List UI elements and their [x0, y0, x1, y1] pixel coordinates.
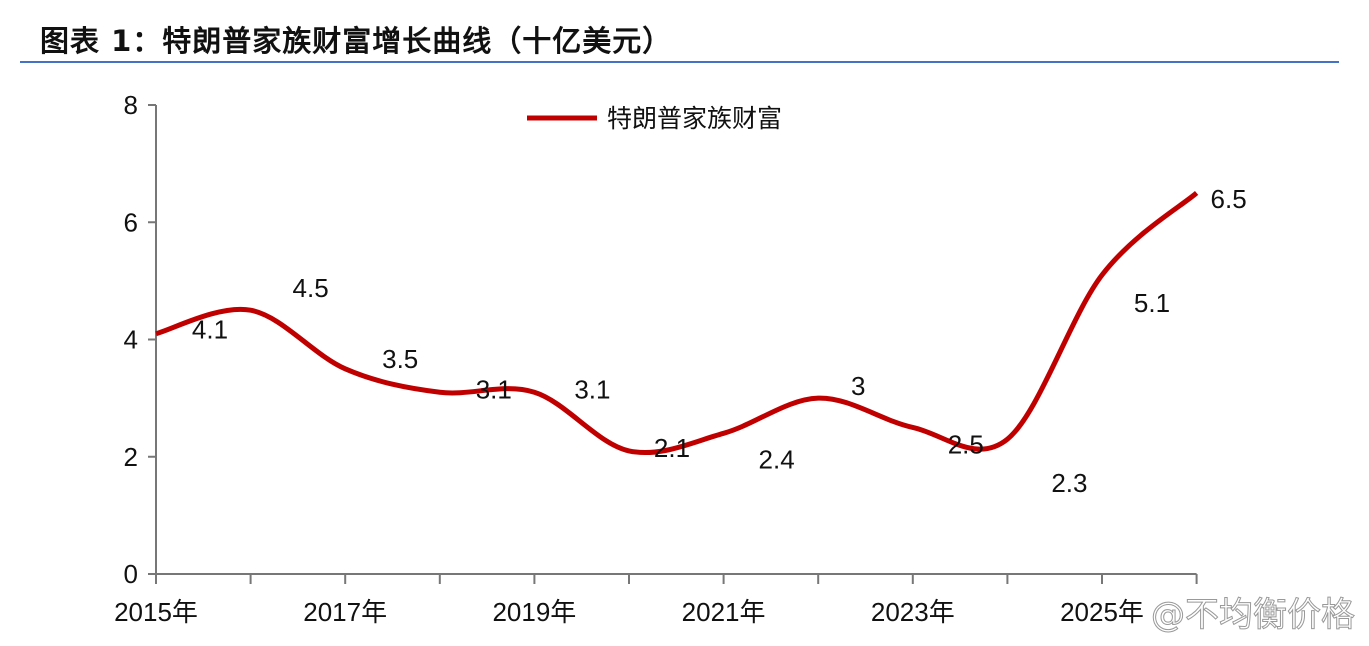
watermark: @不均衡价格: [1151, 595, 1355, 635]
data-label: 6.5: [1211, 184, 1247, 214]
data-label: 2.4: [759, 444, 795, 474]
y-tick-label: 0: [124, 559, 138, 589]
data-label: 4.5: [293, 273, 329, 303]
data-label: 5.1: [1134, 288, 1170, 318]
y-tick-label: 8: [124, 90, 138, 120]
x-tick-label: 2025年: [1060, 597, 1144, 627]
data-label: 3.1: [574, 374, 610, 404]
data-label: 2.5: [948, 429, 984, 459]
y-tick-label: 6: [124, 207, 138, 237]
chart-title: 图表 1：特朗普家族财富增长曲线（十亿美元）: [40, 24, 673, 58]
data-label: 4.1: [192, 315, 228, 345]
data-label: 3.1: [476, 374, 512, 404]
data-label: 2.1: [654, 433, 690, 463]
data-label: 3: [851, 371, 865, 401]
legend-label: 特朗普家族财富: [607, 104, 782, 133]
data-label: 2.3: [1051, 468, 1087, 498]
x-tick-label: 2019年: [492, 597, 576, 627]
series-line-trump-family-wealth: [155, 191, 1199, 456]
x-tick-label: 2021年: [682, 597, 766, 627]
x-tick-label: 2015年: [114, 597, 198, 627]
y-tick-label: 4: [124, 325, 138, 355]
y-tick-label: 2: [124, 442, 138, 472]
title-divider: [20, 61, 1339, 63]
data-label: 3.5: [382, 344, 418, 374]
x-tick-label: 2023年: [871, 597, 955, 627]
x-tick-label: 2017年: [303, 597, 387, 627]
